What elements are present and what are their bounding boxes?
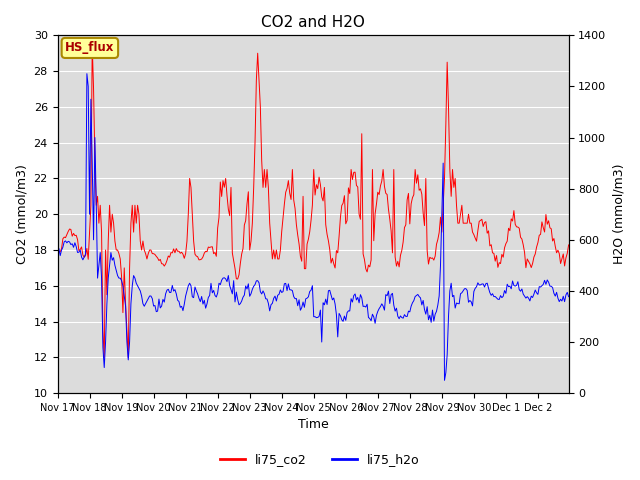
X-axis label: Time: Time [298,419,328,432]
Y-axis label: CO2 (mmol/m3): CO2 (mmol/m3) [15,164,28,264]
Text: HS_flux: HS_flux [65,41,115,54]
Y-axis label: H2O (mmol/m3): H2O (mmol/m3) [612,164,625,264]
Title: CO2 and H2O: CO2 and H2O [261,15,365,30]
Legend: li75_co2, li75_h2o: li75_co2, li75_h2o [215,448,425,471]
